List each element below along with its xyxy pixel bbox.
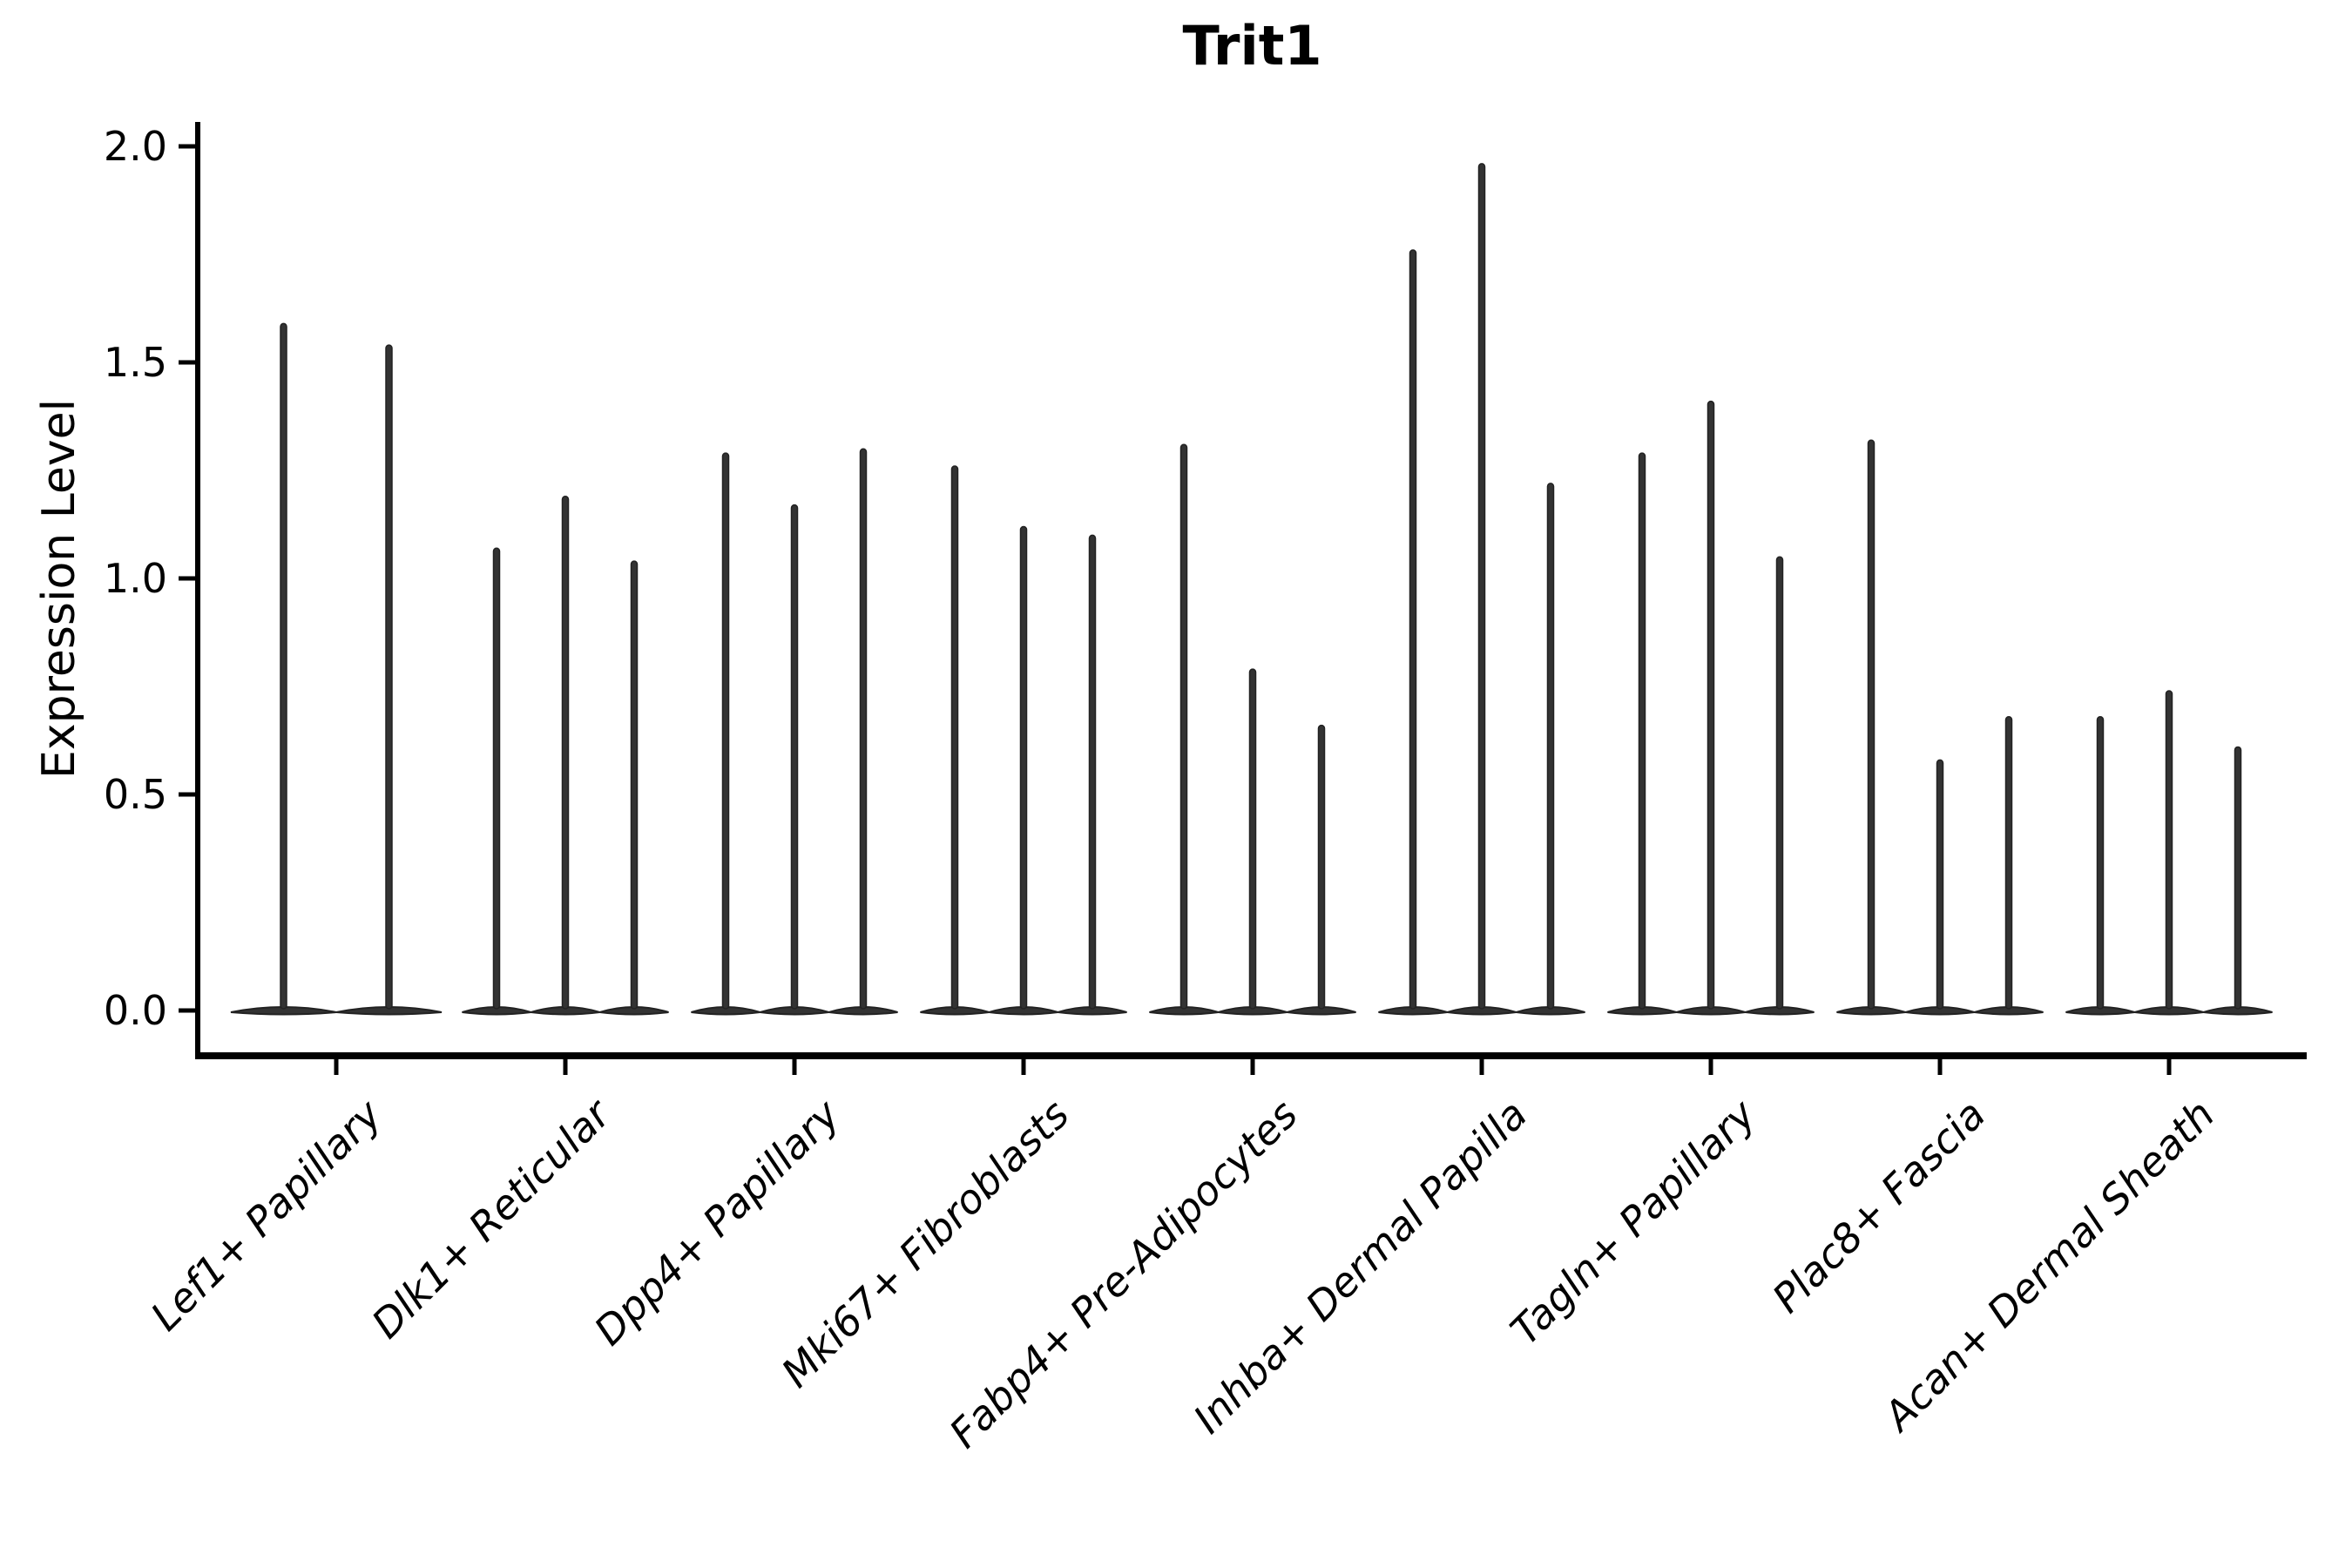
violin-spike (1179, 443, 1188, 1010)
violin-spike (1638, 452, 1646, 1010)
violin-spike (790, 504, 799, 1010)
violin-spike (2165, 690, 2173, 1010)
violin-spike (630, 560, 639, 1010)
violin-spike (1248, 668, 1257, 1010)
violin-spike (1317, 724, 1326, 1010)
violin-spike (1019, 525, 1028, 1010)
violin-base (1974, 1006, 2044, 1016)
violin-spike (1477, 163, 1486, 1010)
violin-spike (721, 452, 730, 1010)
violin-spike (2096, 715, 2105, 1010)
violin-spike (1707, 400, 1715, 1010)
violin-base (335, 1006, 443, 1016)
violin-spike (492, 547, 501, 1010)
violin-base (2203, 1006, 2273, 1016)
violin-base (1516, 1006, 1585, 1016)
violin-spike (561, 496, 570, 1010)
chart-title: Trit1 (1182, 14, 1322, 78)
violin-spike (1936, 759, 1944, 1010)
violin-spike (859, 448, 868, 1010)
violin-spike (1775, 556, 1784, 1010)
y-tick-label: 2.0 (103, 123, 167, 170)
violin-base (1287, 1006, 1356, 1016)
violin-base (828, 1006, 898, 1016)
violin-spike (280, 322, 287, 1010)
y-tick-label: 1.0 (103, 555, 167, 602)
y-tick-label: 0.5 (103, 771, 167, 818)
violin-spike (2004, 715, 2013, 1010)
violin-spike (2234, 746, 2242, 1010)
violin-base (599, 1006, 669, 1016)
violin-spike (1409, 249, 1417, 1010)
violin-spike (1546, 483, 1555, 1010)
y-tick-label: 1.5 (103, 339, 167, 386)
violin-spike (385, 344, 393, 1010)
violin-spike (1088, 534, 1097, 1010)
violin-spike (1867, 439, 1876, 1010)
violin-base (1745, 1006, 1815, 1016)
y-tick-label: 0.0 (103, 987, 167, 1034)
violin-base (1058, 1006, 1127, 1016)
violin-spike (950, 465, 959, 1010)
